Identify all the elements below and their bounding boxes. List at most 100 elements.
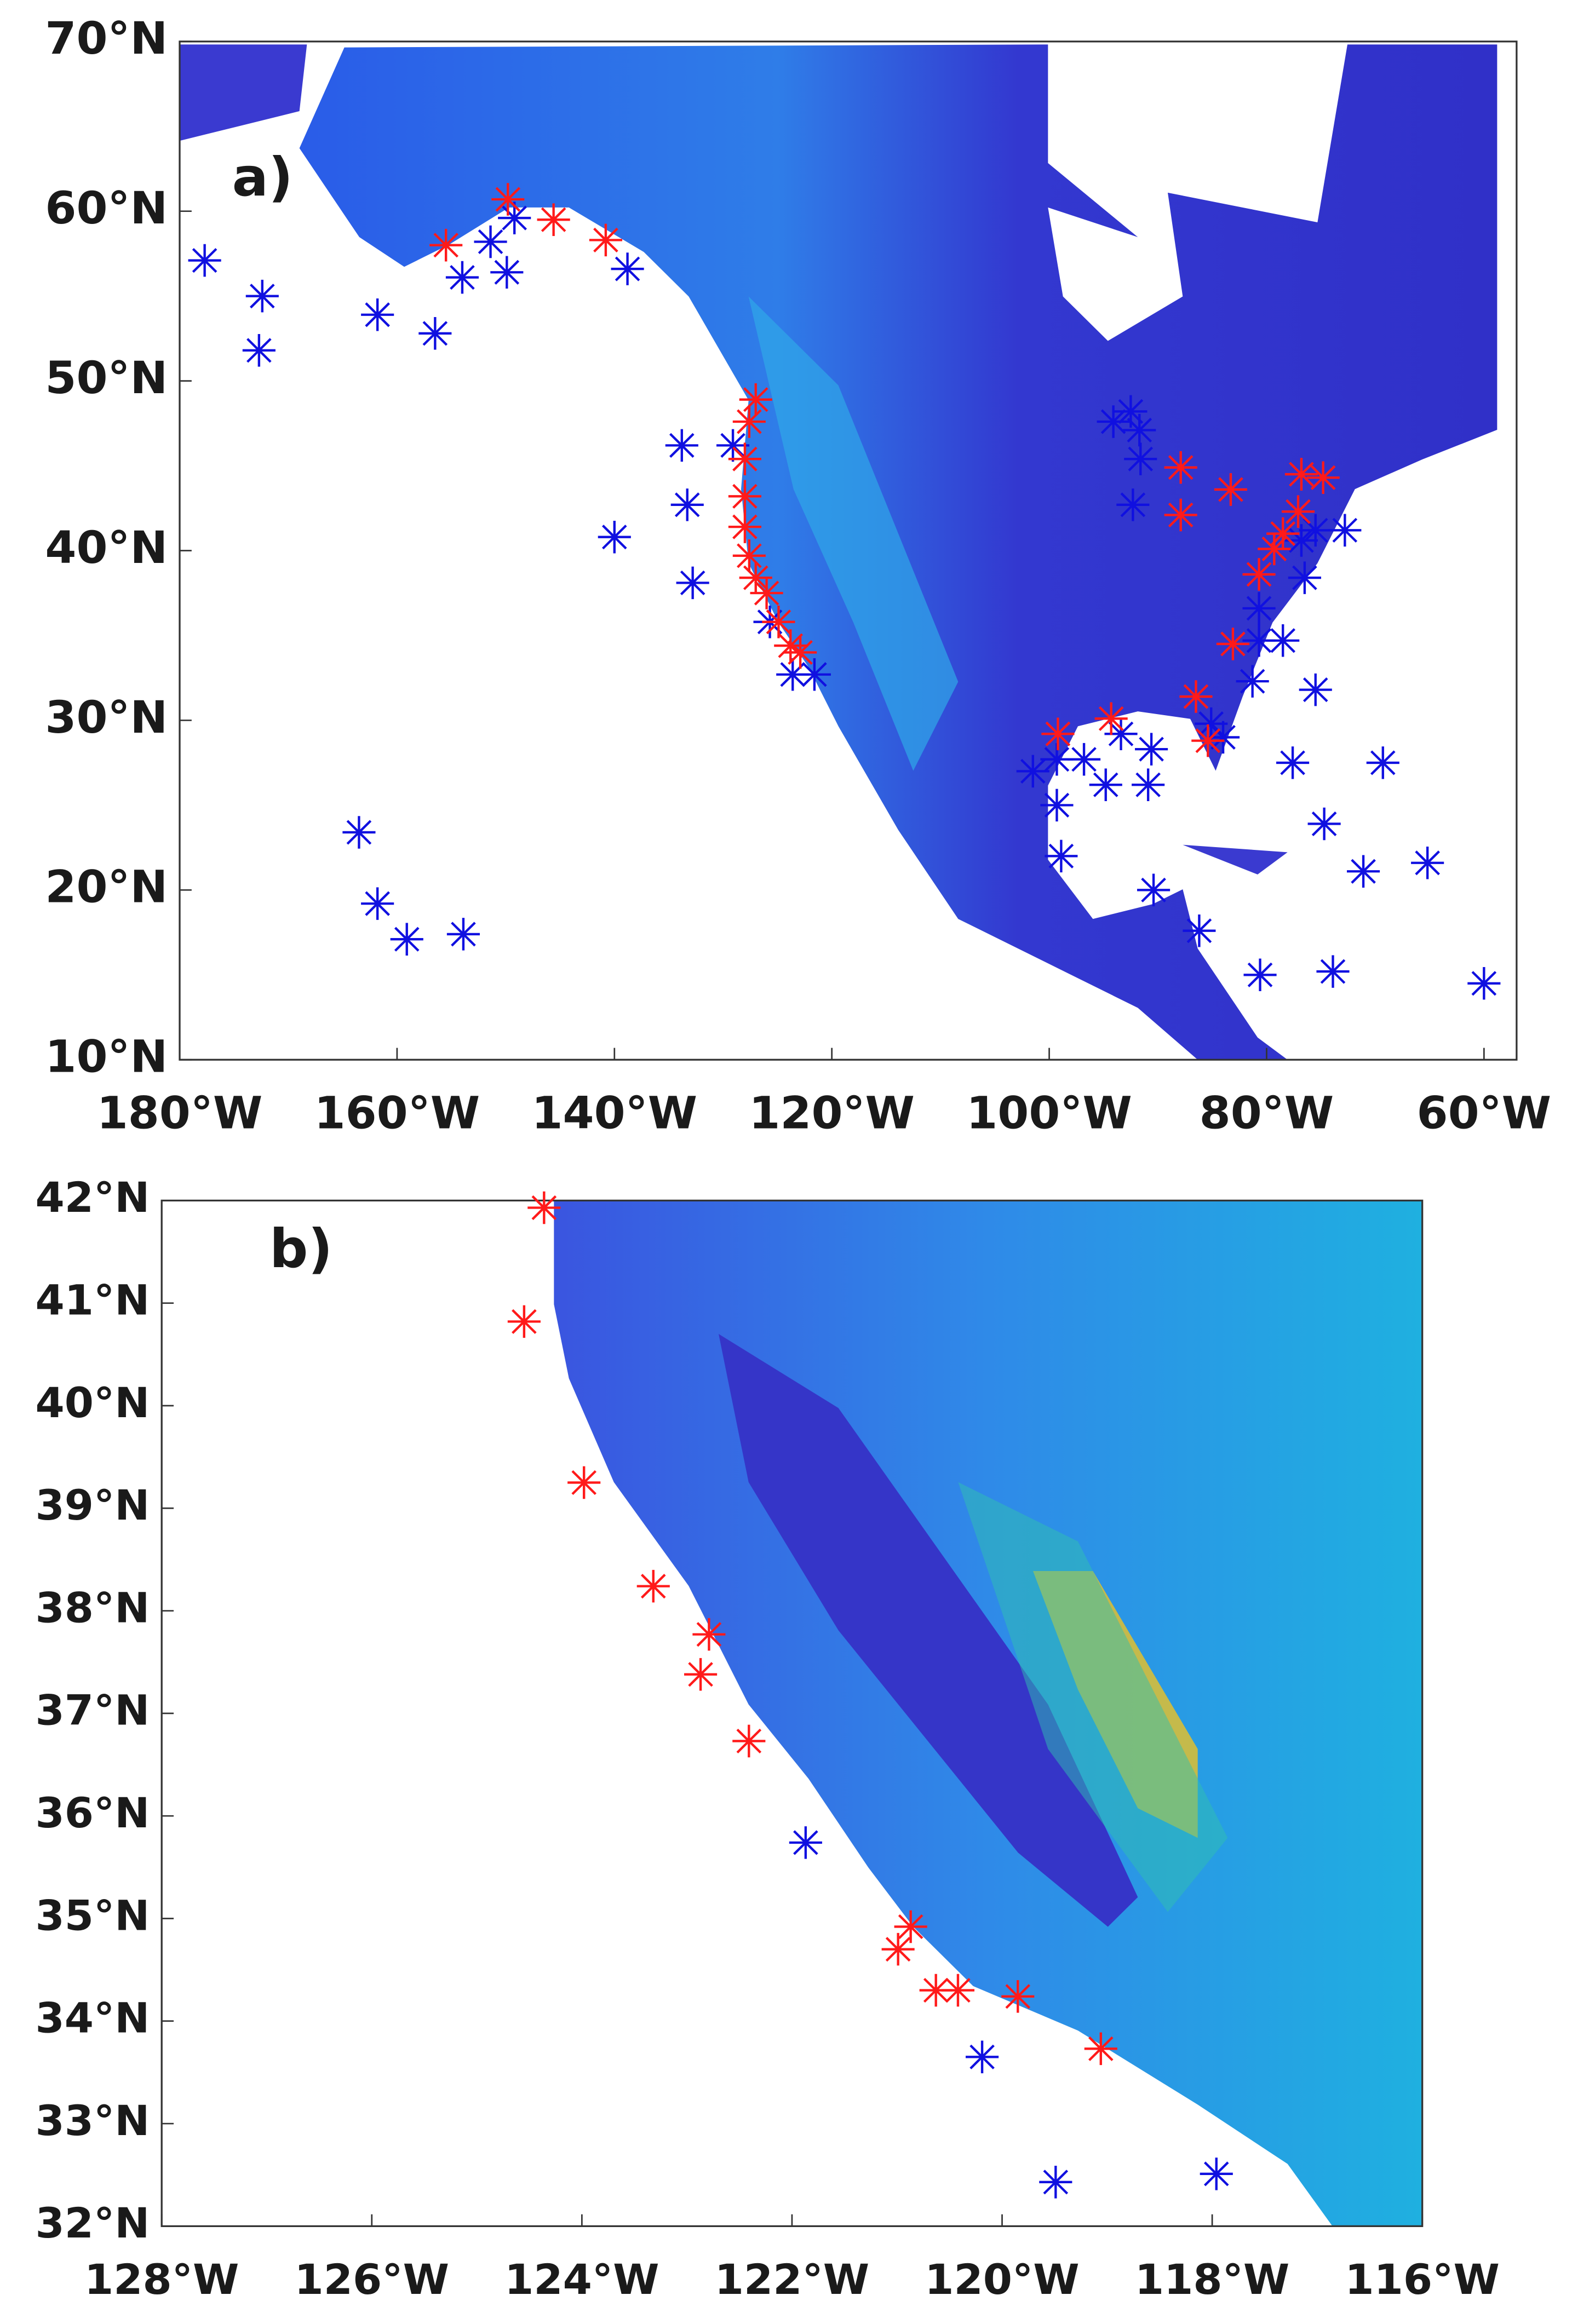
station-marker	[567, 1466, 601, 1499]
station-marker	[490, 256, 524, 289]
marker-stroke	[945, 1977, 971, 2003]
panel-label: a)	[232, 146, 293, 208]
marker-stroke	[1183, 684, 1209, 709]
marker-stroke	[1289, 528, 1314, 553]
marker-stroke	[1247, 962, 1273, 987]
station-marker	[1328, 514, 1362, 547]
station-marker	[784, 636, 817, 669]
y-tick-label: 20°N	[45, 861, 168, 913]
marker-stroke	[1127, 417, 1152, 443]
station-marker	[728, 442, 761, 475]
station-marker	[1258, 532, 1291, 566]
marker-stroke	[720, 433, 745, 458]
marker-stroke	[1261, 536, 1287, 561]
marker-stroke	[1128, 446, 1154, 471]
x-tick-label: 120°W	[749, 1088, 915, 1140]
station-marker	[589, 223, 622, 257]
station-marker	[1200, 2158, 1233, 2190]
y-tick-label: 41°N	[36, 1276, 150, 1325]
station-marker	[418, 317, 452, 350]
station-marker	[537, 203, 570, 236]
station-marker	[474, 225, 507, 258]
land-b	[554, 1200, 1422, 2227]
marker-stroke	[674, 492, 700, 517]
marker-stroke	[433, 233, 458, 258]
x-tick-label: 120°W	[925, 2255, 1079, 2304]
marker-stroke	[1005, 1984, 1031, 2009]
station-marker	[1016, 755, 1049, 788]
station-marker	[1067, 743, 1101, 776]
marker-stroke	[1141, 877, 1166, 902]
station-marker	[1040, 743, 1074, 776]
station-marker	[1411, 846, 1444, 879]
y-tick-label: 30°N	[45, 692, 168, 744]
marker-stroke	[494, 260, 520, 285]
marker-stroke	[1048, 843, 1074, 868]
marker-stroke	[1246, 596, 1272, 621]
x-tick-label: 80°W	[1200, 1088, 1334, 1140]
station-marker	[1097, 405, 1130, 438]
station-marker	[789, 1826, 822, 1859]
y-tick-label: 39°N	[36, 1481, 150, 1529]
station-marker	[1132, 768, 1165, 801]
marker-stroke	[1311, 811, 1337, 837]
station-marker	[507, 1305, 541, 1338]
y-tick-label: 38°N	[36, 1584, 150, 1632]
station-marker	[611, 252, 644, 285]
station-marker	[1316, 955, 1350, 988]
marker-stroke	[512, 1309, 537, 1334]
station-marker	[1266, 624, 1300, 657]
station-marker	[188, 244, 221, 277]
y-tick-label: 33°N	[36, 2096, 150, 2145]
marker-stroke	[1139, 737, 1164, 762]
station-marker	[732, 1724, 766, 1758]
x-tick-label: 122°W	[715, 2255, 869, 2304]
marker-stroke	[1186, 918, 1212, 944]
station-marker	[665, 429, 698, 462]
y-tick-label: 37°N	[36, 1686, 150, 1735]
x-tick-label: 128°W	[84, 2255, 239, 2304]
marker-stroke	[1415, 850, 1440, 876]
station-marker	[1299, 673, 1332, 706]
y-tick-label: 36°N	[36, 1788, 150, 1837]
station-marker	[1281, 495, 1315, 528]
marker-stroke	[1351, 859, 1376, 884]
marker-stroke	[541, 207, 566, 232]
marker-stroke	[1292, 565, 1317, 590]
x-tick-label: 60°W	[1417, 1088, 1552, 1140]
marker-stroke	[1044, 747, 1070, 772]
marker-stroke	[346, 820, 372, 845]
marker-stroke	[1303, 677, 1328, 703]
station-marker	[498, 202, 531, 234]
marker-stroke	[531, 1195, 557, 1221]
marker-stroke	[1020, 758, 1046, 784]
station-marker	[1001, 1980, 1035, 2013]
station-marker	[245, 279, 279, 313]
marker-stroke	[898, 1914, 923, 1940]
marker-stroke	[1320, 959, 1346, 984]
marker-stroke	[1471, 971, 1497, 996]
station-marker	[429, 228, 463, 262]
station-marker	[1041, 717, 1075, 750]
station-marker	[1307, 807, 1341, 841]
marker-stroke	[502, 205, 527, 231]
x-tick-label: 140°W	[531, 1088, 697, 1140]
station-marker	[1191, 724, 1225, 757]
marker-stroke	[669, 433, 695, 458]
station-marker	[732, 405, 766, 438]
station-marker	[1346, 855, 1380, 888]
marker-stroke	[1088, 2036, 1114, 2061]
station-marker	[1366, 746, 1399, 779]
land-a	[180, 44, 1498, 1060]
marker-stroke	[615, 256, 640, 281]
marker-stroke	[766, 609, 791, 635]
station-marker	[750, 577, 783, 609]
y-tick-label: 40°N	[45, 522, 168, 574]
marker-stroke	[1093, 772, 1118, 797]
marker-stroke	[640, 1574, 666, 1599]
marker-stroke	[1098, 706, 1124, 731]
marker-stroke	[1370, 750, 1396, 775]
marker-stroke	[778, 633, 804, 658]
